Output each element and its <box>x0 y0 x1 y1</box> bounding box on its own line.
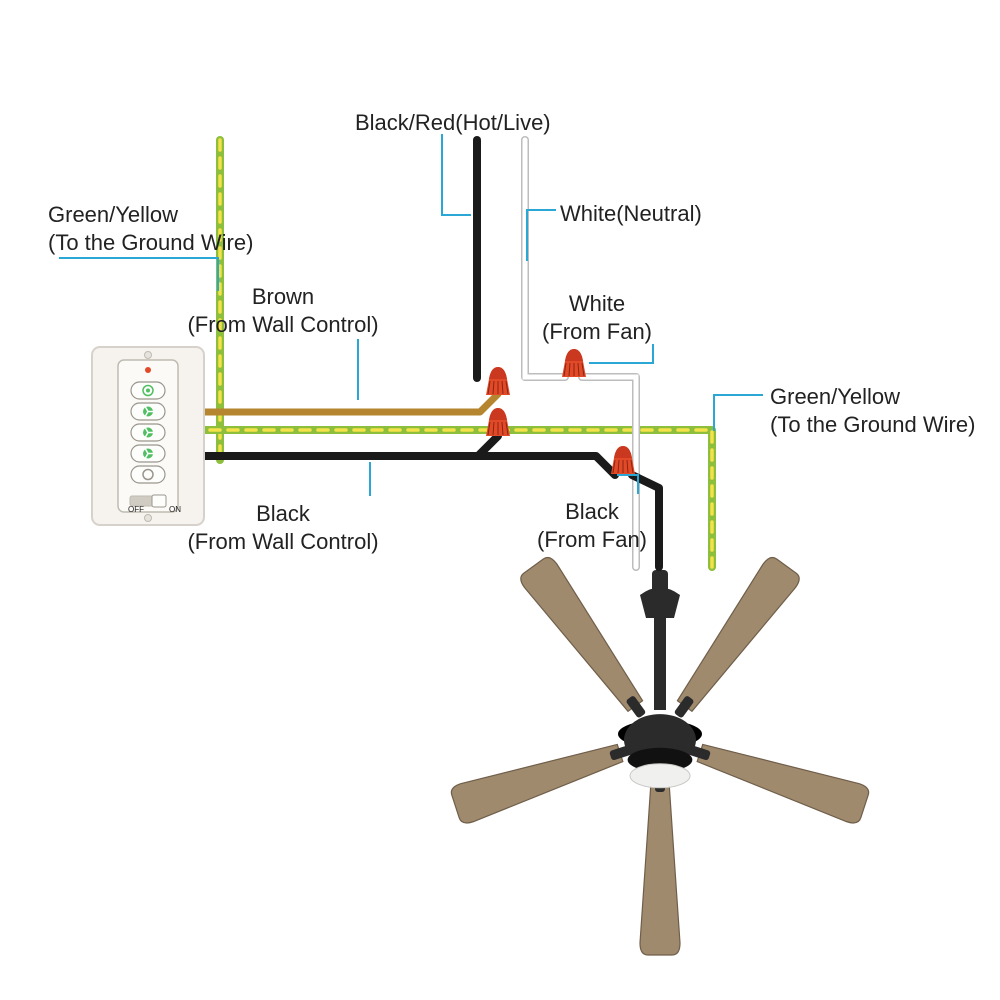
button-fan1[interactable] <box>131 445 165 462</box>
wire-brown <box>192 394 498 412</box>
lbl-brown: Brown (From Wall Control) <box>187 283 378 338</box>
lbl-gy-right: Green/Yellow (To the Ground Wire) <box>770 383 975 438</box>
nut-black-left <box>486 408 510 436</box>
lbl-gy-left: Green/Yellow (To the Ground Wire) <box>48 201 253 256</box>
ceiling-fan <box>449 554 870 955</box>
wire-black-wallcontrol-branch <box>192 436 498 456</box>
ldr-white-fan <box>590 345 653 363</box>
fan-blade <box>669 554 803 717</box>
nut-white <box>562 349 586 377</box>
lbl-br-hot: Black/Red(Hot/Live) <box>355 109 551 137</box>
fan-light <box>630 764 690 788</box>
nut-brown-hot <box>486 367 510 395</box>
ldr-gy-right <box>714 395 762 430</box>
wall-control <box>92 347 204 525</box>
lbl-off: OFF <box>128 505 144 515</box>
button-fan3[interactable] <box>131 403 165 420</box>
fan-blade <box>694 734 871 826</box>
screw <box>145 515 152 522</box>
button-fan2[interactable] <box>131 424 165 441</box>
lbl-on: ON <box>169 505 181 515</box>
ldr-br-hot <box>442 135 470 215</box>
power-led <box>145 367 151 373</box>
lbl-white-n: White(Neutral) <box>560 200 702 228</box>
button-off[interactable] <box>131 466 165 483</box>
nut-black-right <box>611 446 635 474</box>
lbl-black-fan: Black (From Fan) <box>537 498 647 553</box>
screw <box>145 352 152 359</box>
lbl-white-fan: White (From Fan) <box>542 290 652 345</box>
fan-blade <box>640 782 680 955</box>
fan-blade <box>517 554 651 717</box>
lbl-black-wc: Black (From Wall Control) <box>187 500 378 555</box>
button-light[interactable] <box>131 382 165 399</box>
wiring-diagram <box>0 0 1000 1000</box>
ldr-white-n <box>527 210 555 260</box>
fan-blade <box>449 734 626 826</box>
